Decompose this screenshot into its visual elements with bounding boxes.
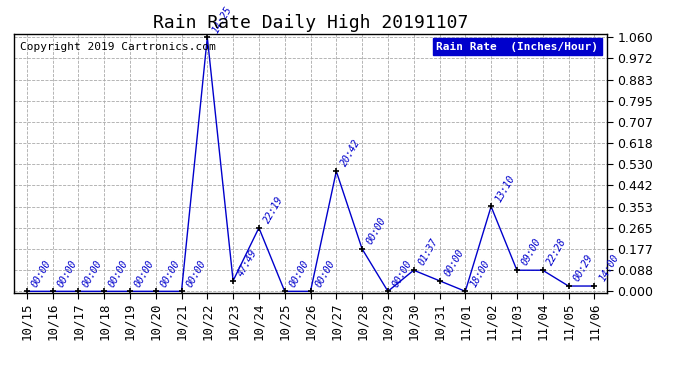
- Text: 14:25: 14:25: [210, 4, 233, 34]
- Text: 00:29: 00:29: [571, 253, 595, 283]
- Text: 13:10: 13:10: [494, 173, 518, 204]
- Text: 14:00: 14:00: [597, 253, 620, 283]
- Text: 00:00: 00:00: [81, 258, 104, 288]
- Text: 00:00: 00:00: [288, 258, 310, 288]
- Text: 18:00: 18:00: [468, 258, 491, 288]
- Text: 47:49: 47:49: [236, 248, 259, 278]
- Text: 22:28: 22:28: [546, 237, 569, 267]
- Text: 09:00: 09:00: [520, 237, 543, 267]
- Text: 00:00: 00:00: [55, 258, 79, 288]
- Text: Rain Rate  (Inches/Hour): Rain Rate (Inches/Hour): [436, 42, 598, 51]
- Text: 00:00: 00:00: [30, 258, 53, 288]
- Text: 20:42: 20:42: [339, 138, 362, 168]
- Title: Rain Rate Daily High 20191107: Rain Rate Daily High 20191107: [152, 14, 469, 32]
- Text: 00:00: 00:00: [159, 258, 182, 288]
- Text: 01:37: 01:37: [417, 237, 440, 267]
- Text: Copyright 2019 Cartronics.com: Copyright 2019 Cartronics.com: [20, 42, 215, 51]
- Text: 00:00: 00:00: [107, 258, 130, 288]
- Text: 00:00: 00:00: [391, 258, 414, 288]
- Text: 00:00: 00:00: [442, 248, 466, 278]
- Text: 00:00: 00:00: [132, 258, 156, 288]
- Text: 00:00: 00:00: [184, 258, 208, 288]
- Text: 00:00: 00:00: [313, 258, 337, 288]
- Text: 22:19: 22:19: [262, 195, 285, 225]
- Text: 00:00: 00:00: [365, 216, 388, 246]
